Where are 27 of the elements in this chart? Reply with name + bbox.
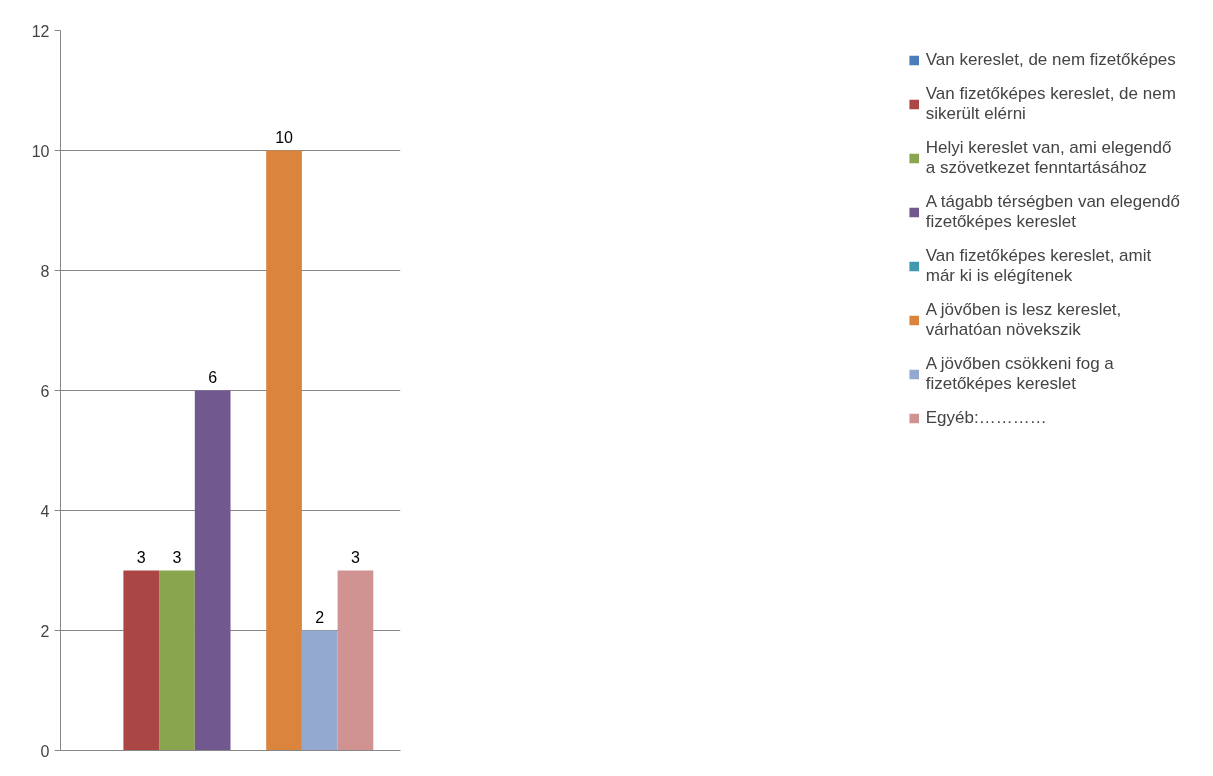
bar [301,630,338,751]
legend-label: A tágabb térségben van elegendő fizetőképes kereslet [925,192,1180,232]
legend-label: Egyéb:………… [925,408,1047,428]
legend-label: Van kereslet, de nem fizetőképes [925,50,1176,70]
data-label: 2 [315,608,325,626]
y-tick-label: 2 [40,622,50,640]
legend-label: Helyi kereslet van, ami elegendő a szövetkezet fenntartásához [925,138,1172,178]
bar [266,150,302,751]
data-label: 6 [208,368,218,386]
y-tick-label: 0 [40,742,50,760]
data-label: 10 [275,128,294,146]
bar [337,570,374,751]
y-tick-label: 10 [31,142,50,160]
y-tick-label: 12 [31,22,50,40]
y-tick-label: 8 [40,262,50,280]
bar [159,570,195,751]
legend-label: Van fizetőképes kereslet, de nem sikerült elérni [925,84,1176,124]
data-label: 3 [172,548,182,566]
y-tick-label: 4 [40,502,50,520]
y-tick-label: 6 [40,382,50,400]
bar [194,390,231,751]
legend-label: Van fizetőképes kereslet, amit már ki is elégítenek [925,246,1152,286]
legend-label: A jövőben csökkeni fog a fizetőképes kereslet [925,354,1114,394]
legend-label: A jövőben is lesz kereslet, várhatóan növekszik [925,300,1122,340]
bar [123,570,160,751]
data-label: 3 [136,548,146,566]
data-label: 3 [351,548,360,566]
